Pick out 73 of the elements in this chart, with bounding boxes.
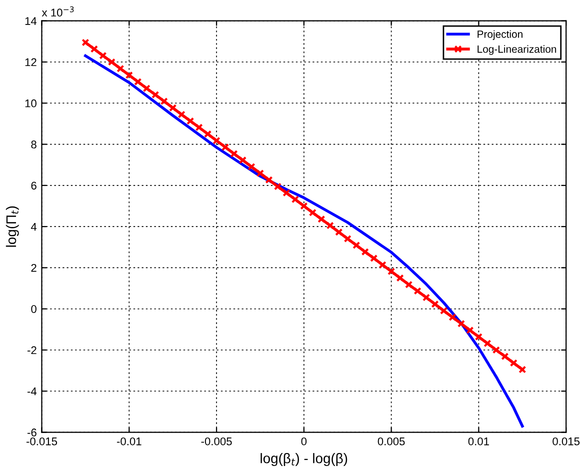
point	[510, 359, 518, 367]
x-tick-label: 0	[301, 437, 307, 446]
point	[160, 97, 168, 106]
point	[326, 222, 334, 230]
point	[221, 143, 230, 151]
point	[492, 346, 500, 354]
x-tick-label: -0.01	[116, 437, 142, 446]
point	[142, 84, 150, 92]
text: x 10$^{−3}$	[42, 6, 74, 17]
y-tick-label: -2	[28, 346, 36, 354]
point	[291, 196, 300, 204]
point	[378, 261, 386, 269]
point	[204, 130, 212, 138]
point	[448, 313, 456, 322]
point	[178, 110, 186, 118]
point	[169, 104, 177, 112]
point	[370, 254, 378, 262]
y-tick-label: 2	[31, 264, 36, 272]
point	[282, 189, 290, 197]
point	[404, 280, 413, 288]
point	[90, 45, 98, 53]
y-tick-label: 0	[31, 305, 36, 313]
point	[256, 169, 264, 178]
point	[212, 136, 220, 144]
point	[396, 274, 404, 282]
point	[457, 320, 466, 328]
legend-label: Log-Linearization	[478, 45, 556, 55]
x-tick-label: 0.005	[378, 437, 405, 446]
x-tick-label: -0.005	[201, 437, 232, 446]
x-tick-label: 0.015	[552, 437, 580, 446]
point	[318, 215, 326, 223]
point	[414, 287, 422, 295]
point	[501, 352, 509, 360]
y-tick-label: 4	[30, 222, 37, 231]
x-tick-label: -0.015	[26, 437, 58, 446]
point	[361, 248, 369, 256]
point	[134, 78, 142, 86]
point	[352, 241, 360, 250]
point	[265, 176, 273, 184]
point	[238, 156, 247, 164]
point	[99, 52, 107, 60]
y-tick-label: 10	[25, 99, 36, 108]
point	[300, 202, 308, 210]
legend-label: Projection	[478, 30, 522, 40]
point	[422, 294, 430, 302]
point	[344, 234, 352, 243]
y-tick-label: -4	[28, 388, 37, 396]
point	[186, 117, 194, 125]
point	[195, 124, 203, 132]
point	[335, 228, 343, 236]
point	[125, 71, 133, 79]
y-tick-label: 14	[25, 17, 37, 25]
point	[387, 268, 396, 276]
y-tick-label: 12	[25, 58, 36, 66]
point	[108, 58, 116, 66]
y-tick-label: 8	[31, 140, 36, 148]
point	[466, 326, 474, 334]
y-tick-label: -6	[28, 428, 36, 436]
point	[116, 64, 124, 72]
point	[440, 306, 448, 315]
y-axis-title: log(Π$_{t}$)	[6, 206, 19, 247]
line-series	[84, 54, 524, 428]
point	[274, 182, 282, 190]
x-axis-title: log(β$_{t}$) - log(β)	[260, 453, 348, 466]
point	[474, 333, 483, 341]
point	[431, 300, 439, 308]
point	[248, 162, 256, 171]
y-tick-label: 6	[31, 182, 36, 190]
x-tick-label: 0.01	[468, 437, 489, 446]
point	[484, 340, 492, 348]
point	[308, 208, 316, 216]
point	[152, 90, 160, 99]
point	[230, 150, 238, 158]
